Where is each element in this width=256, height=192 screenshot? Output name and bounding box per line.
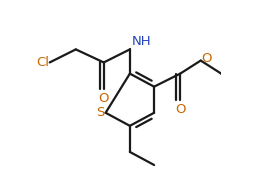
Text: O: O bbox=[202, 52, 212, 65]
Text: O: O bbox=[175, 103, 185, 117]
Text: O: O bbox=[99, 92, 109, 105]
Text: S: S bbox=[96, 106, 105, 119]
Text: NH: NH bbox=[132, 35, 151, 48]
Text: Cl: Cl bbox=[37, 56, 50, 69]
